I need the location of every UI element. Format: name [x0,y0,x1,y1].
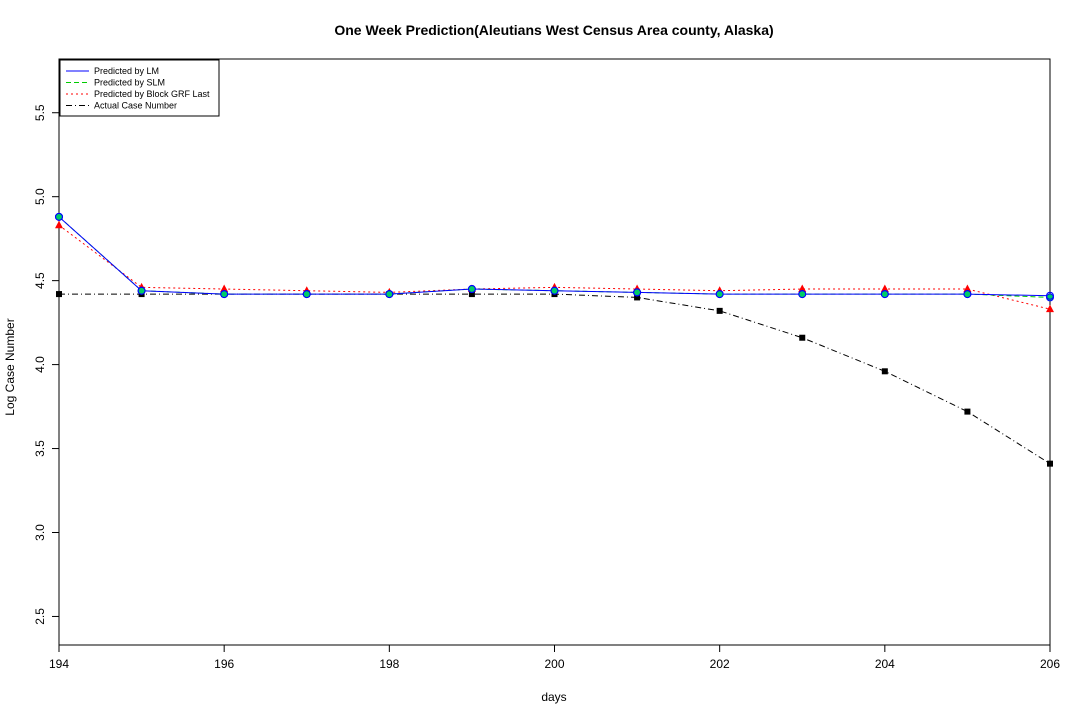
data-point [55,220,63,229]
series-2-points [55,220,1054,313]
data-point [1046,293,1054,302]
x-tick-label: 194 [49,657,69,671]
y-tick-label: 3.0 [33,524,47,541]
data-point [715,290,724,299]
legend-label: Predicted by SLM [94,78,165,88]
data-point [220,290,229,299]
legend-label: Actual Case Number [94,101,177,111]
data-point [798,290,807,299]
x-axis-label: days [541,690,566,704]
data-point [963,284,972,293]
data-point [137,286,146,295]
data-point [798,284,807,293]
data-point [385,290,394,299]
x-tick-label: 200 [544,657,564,671]
data-point [799,334,806,341]
series-layer [55,212,1054,467]
data-point [1047,460,1053,467]
x-tick-label: 198 [379,657,399,671]
data-point [220,284,229,293]
data-point [880,290,889,299]
data-point [881,368,888,375]
data-point [55,212,63,221]
y-axis-label: Log Case Number [3,318,17,415]
series-1-points [55,212,1054,302]
data-point [634,294,641,301]
x-tick-label: 204 [875,657,895,671]
y-tick-label: 2.5 [33,608,47,625]
legend-box [59,59,220,117]
y-tick-label: 4.5 [33,272,47,289]
series-line [59,293,1051,465]
y-tick-label: 3.5 [33,440,47,457]
data-point [467,285,476,294]
legend-label: Predicted by Block GRF Last [94,89,210,99]
series-0-points [55,212,1054,300]
y-tick-label: 5.5 [33,104,47,121]
data-point [1046,304,1054,313]
data-point [302,290,311,299]
chart-title: One Week Prediction(Aleutians West Censu… [334,22,773,38]
legend: Predicted by LM Predicted by SLMPredicted… [59,59,220,117]
data-point [880,284,889,293]
data-point [716,307,723,314]
data-point [964,408,971,415]
data-point [56,291,62,298]
plot-frame [58,58,1051,646]
x-tick-label: 202 [710,657,730,671]
axis-ticks: 194 196 198 200 202 204 206 2.5 3.0 3.5 4.0 4.5 5.0 5… [33,104,1060,671]
series-3 [59,293,1051,465]
y-tick-label: 5.0 [33,188,47,205]
data-point [550,286,559,295]
data-point [468,291,475,298]
series-3-points [56,291,1053,467]
x-tick-label: 206 [1040,657,1060,671]
x-tick-label: 196 [214,657,234,671]
y-tick-label: 4.0 [33,356,47,373]
data-point [633,288,642,297]
data-point [963,290,972,299]
legend-label: Predicted by LM [94,66,159,76]
data-point [1046,291,1054,300]
